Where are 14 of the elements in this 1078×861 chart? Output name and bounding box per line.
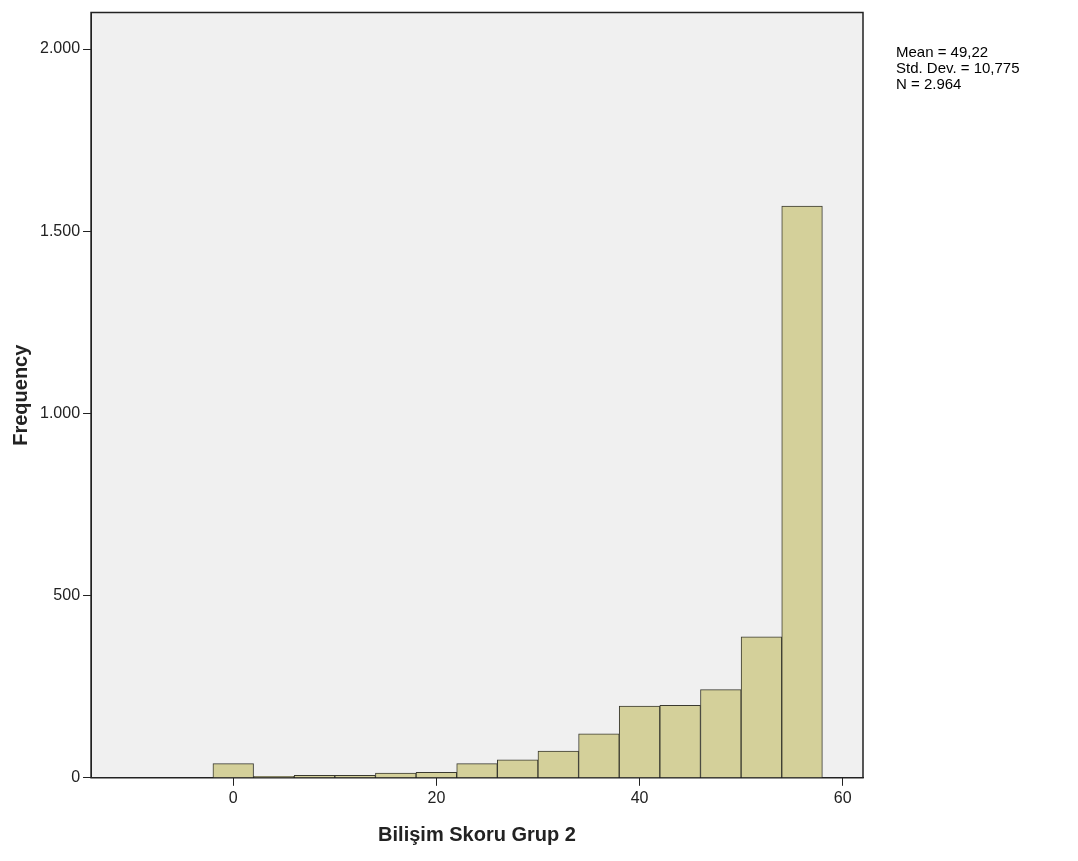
- y-axis-title: Frequency: [8, 343, 31, 446]
- text: Mean = 49,22: [896, 43, 990, 60]
- text: Std. Dev. = 10,775: [896, 59, 1020, 76]
- y-tick-label: 2.000: [39, 39, 81, 57]
- y-tick-label: 0: [71, 768, 81, 786]
- x-tick-label: 0: [228, 788, 238, 806]
- x-tick-label: 20: [427, 788, 446, 806]
- y-tick-label: 1.500: [39, 221, 81, 239]
- x-tick-label: 40: [630, 788, 649, 806]
- y-tick-label: 1.000: [39, 403, 81, 421]
- text: N = 2.964: [896, 75, 963, 92]
- x-axis-title: Bilişim Skoru Grup 2: [378, 822, 576, 845]
- x-tick-label: 60: [833, 788, 852, 806]
- y-tick-label: 500: [53, 586, 81, 604]
